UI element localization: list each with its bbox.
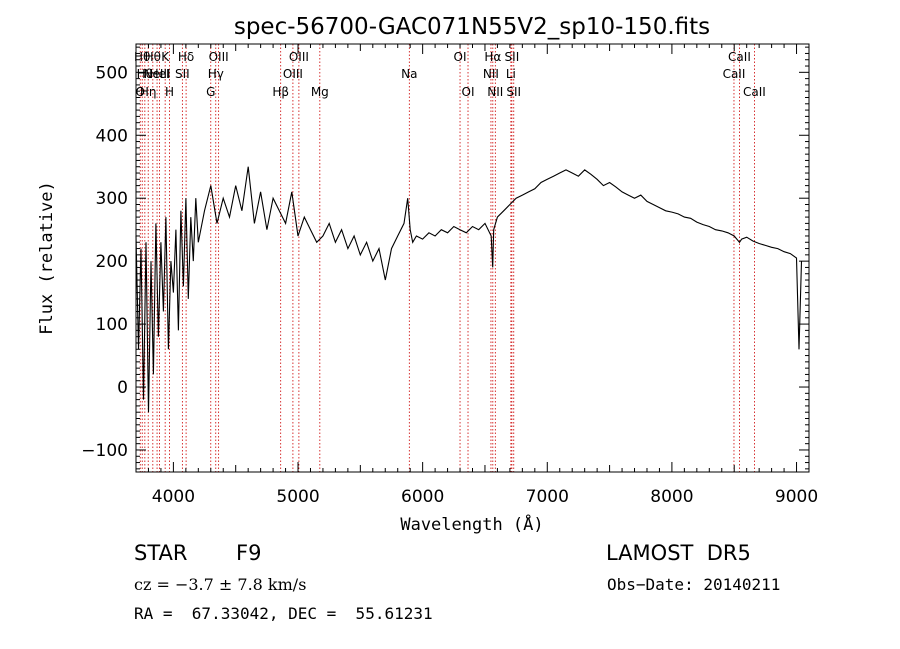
object-subclass: F9: [236, 541, 262, 565]
spectrum-series-line: [135, 166, 803, 413]
y-tick-label: 300: [96, 189, 128, 209]
line-label: CaII: [743, 85, 766, 99]
x-tick-label: 9000: [775, 487, 818, 507]
y-tick-label: 400: [96, 126, 128, 146]
y-axis-ticks: −100 0 100 200 300 400 500: [81, 46, 809, 470]
line-label: Hγ: [208, 67, 224, 81]
line-label: O: [136, 85, 145, 99]
line-label: CaII: [728, 50, 751, 64]
line-label: Na: [401, 67, 417, 81]
velocity-readout: cz = −3.7 ± 7.8 km/s: [134, 575, 307, 594]
line-label: Hδ: [178, 50, 194, 64]
x-tick-label: 4000: [152, 487, 195, 507]
line-label: Hη: [140, 85, 157, 99]
line-label: Mg: [311, 85, 329, 99]
line-label: SII: [506, 85, 521, 99]
y-tick-label: −100: [81, 441, 128, 461]
x-axis-label: Wavelength (Å): [400, 513, 543, 535]
y-tick-label: 500: [96, 63, 128, 83]
line-label: Hθ: [145, 50, 161, 64]
x-axis-ticks: 4000 5000 6000 7000 8000 9000: [147, 44, 818, 507]
line-label: OI: [454, 50, 467, 64]
line-label: CaII: [723, 67, 746, 81]
object-class: STAR: [134, 541, 188, 565]
line-label: Hθ: [137, 67, 153, 81]
coordinates: RA = 67.33042, DEC = 55.61231: [134, 604, 433, 623]
y-axis-label: Flux (relative): [37, 181, 57, 335]
line-label: NII: [483, 67, 499, 81]
line-label: K: [161, 50, 170, 64]
x-tick-label: 6000: [401, 487, 444, 507]
line-label: G: [206, 85, 215, 99]
line-label: H: [165, 85, 174, 99]
line-label: SII: [175, 67, 190, 81]
survey-label: LAMOST DR5: [606, 541, 751, 565]
line-label: HeI: [150, 67, 170, 81]
line-label: OIII: [283, 67, 303, 81]
line-label: NII: [487, 85, 503, 99]
line-label: Li: [506, 67, 516, 81]
y-tick-label: 100: [96, 315, 128, 335]
line-label: Hβ: [272, 85, 289, 99]
line-label: SII: [505, 50, 520, 64]
line-label: OIII: [289, 50, 309, 64]
line-label: OI: [462, 85, 475, 99]
line-label: OIII: [209, 50, 229, 64]
x-tick-label: 8000: [650, 487, 693, 507]
obs-date: Obs−Date: 20140211: [607, 575, 781, 594]
spectral-line-markers: [139, 44, 755, 472]
x-tick-label: 5000: [276, 487, 319, 507]
chart-title: spec-56700-GAC071N55V2_sp10-150.fits: [234, 14, 710, 40]
y-tick-label: 0: [117, 378, 128, 398]
line-label: Hα: [484, 50, 501, 64]
y-tick-label: 200: [96, 252, 128, 272]
plot-frame: [135, 43, 810, 473]
x-tick-label: 7000: [526, 487, 569, 507]
line-label: NeIII: [144, 67, 171, 81]
spectral-line-labels: OHθHθHηHθNeIIIHeIKHSIIHδGHγOIIIHβOIIIOII…: [134, 50, 766, 99]
